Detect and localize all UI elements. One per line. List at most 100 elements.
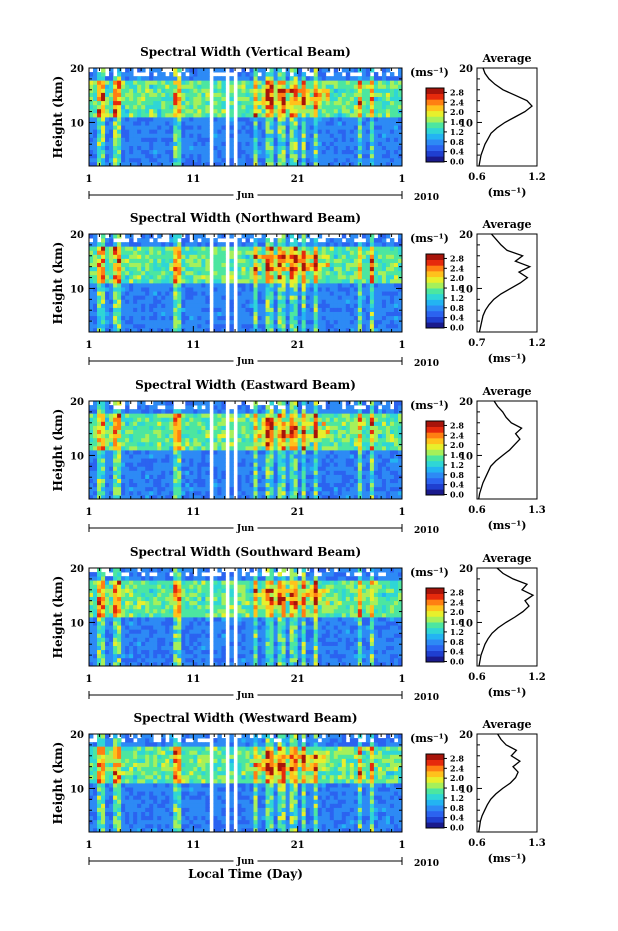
heatmap-cell (261, 88, 266, 93)
heatmap-cell (349, 311, 355, 317)
profile-line (478, 67, 533, 167)
heatmap-cell (301, 153, 307, 159)
heatmap-cell (229, 246, 234, 251)
heatmap-cell (321, 295, 327, 300)
heatmap-cell (249, 96, 254, 102)
heatmap-cell (97, 311, 102, 317)
heatmap-cell (121, 108, 126, 114)
heatmap-cell (281, 262, 287, 268)
heatmap-cell (297, 270, 303, 276)
heatmap-cell (221, 409, 226, 414)
heatmap-cell (213, 470, 218, 475)
heatmap-cell (177, 319, 182, 325)
heatmap-cell (213, 278, 218, 284)
heatmap-cell (101, 141, 106, 146)
heatmap-cell (345, 238, 351, 243)
heatmap-cell (325, 137, 331, 142)
profile-title: Average (481, 52, 531, 65)
heatmap-cell (349, 254, 355, 259)
heatmap-cell (273, 470, 279, 475)
heatmap-cell (185, 153, 190, 159)
heatmap-cell (229, 478, 234, 484)
heatmap-cell (269, 315, 274, 321)
heatmap-cell (333, 287, 339, 292)
heatmap-cell (193, 494, 198, 500)
heatmap-cell (385, 287, 391, 292)
heatmap-cell (285, 157, 291, 163)
heatmap-cell (313, 295, 319, 300)
heatmap-cell (129, 458, 134, 463)
heatmap-cell (229, 409, 234, 414)
heatmap-cell (353, 117, 359, 122)
heatmap-cell (317, 262, 323, 268)
heatmap-cell (129, 88, 134, 93)
heatmap-cell (253, 121, 258, 126)
heatmap-cell (181, 425, 186, 430)
heatmap-cell (169, 409, 174, 414)
heatmap-cell (373, 311, 379, 317)
heatmap-cell (293, 278, 299, 284)
heatmap-cell (369, 234, 375, 239)
heatmap-cell (213, 291, 218, 296)
heatmap-cell (105, 401, 110, 406)
heatmap-cell (105, 425, 110, 430)
heatmap-cell (193, 161, 198, 167)
heatmap-cell (193, 454, 198, 459)
heatmap-cell (165, 108, 170, 114)
heatmap-cell (253, 315, 258, 321)
heatmap-cell (237, 278, 242, 284)
heatmap-cell (365, 149, 371, 155)
heatmap-cell (217, 307, 222, 312)
heatmap-cell (105, 462, 110, 467)
heatmap-cell (101, 153, 106, 159)
heatmap-cell (153, 295, 158, 300)
heatmap-cell (357, 291, 363, 296)
heatmap-cell (261, 129, 266, 134)
heatmap-cell (261, 429, 266, 435)
heatmap-cell (193, 270, 198, 276)
heatmap-cell (289, 125, 295, 130)
heatmap-cell (249, 125, 254, 130)
heatmap-cell (185, 96, 190, 102)
heatmap-cell (281, 92, 287, 97)
heatmap-cell (193, 429, 198, 435)
heatmap-cell (393, 274, 399, 280)
heatmap-cell (109, 417, 114, 422)
heatmap-cell (261, 450, 266, 455)
heatmap-cell (385, 323, 391, 329)
heatmap-cell (277, 161, 283, 167)
heatmap-cell (141, 482, 146, 488)
heatmap-cell (377, 327, 383, 333)
heatmap-cell (89, 121, 94, 126)
heatmap-cell (117, 299, 122, 304)
heatmap-cell (153, 466, 158, 471)
heatmap-cell (241, 474, 246, 479)
heatmap-cell (333, 270, 339, 276)
heatmap-cell (125, 303, 130, 308)
heatmap-cell (201, 88, 206, 93)
heatmap-cell (145, 445, 150, 451)
heatmap-cell (397, 72, 403, 77)
heatmap-cell (117, 494, 122, 500)
heatmap-cell (313, 315, 319, 321)
heatmap-cell (189, 129, 194, 134)
heatmap-cell (129, 112, 134, 118)
heatmap-cell (341, 68, 347, 73)
heatmap-cell (281, 307, 287, 312)
heatmap-cell (97, 80, 102, 85)
heatmap-cell (317, 68, 323, 73)
heatmap-cell (89, 421, 94, 426)
heatmap-cell (393, 125, 399, 130)
heatmap-cell (125, 80, 130, 85)
heatmap-cell (273, 84, 279, 89)
heatmap-cell (193, 315, 198, 321)
heatmap-cell (305, 291, 311, 296)
heatmap-cell (265, 470, 270, 475)
heatmap-cell (165, 311, 170, 317)
heatmap-cell (177, 133, 182, 138)
heatmap-cell (313, 137, 319, 142)
heatmap-cell (393, 153, 399, 159)
heatmap-cell (109, 478, 114, 484)
heatmap-cell (297, 470, 303, 475)
heatmap-cell (101, 68, 106, 73)
